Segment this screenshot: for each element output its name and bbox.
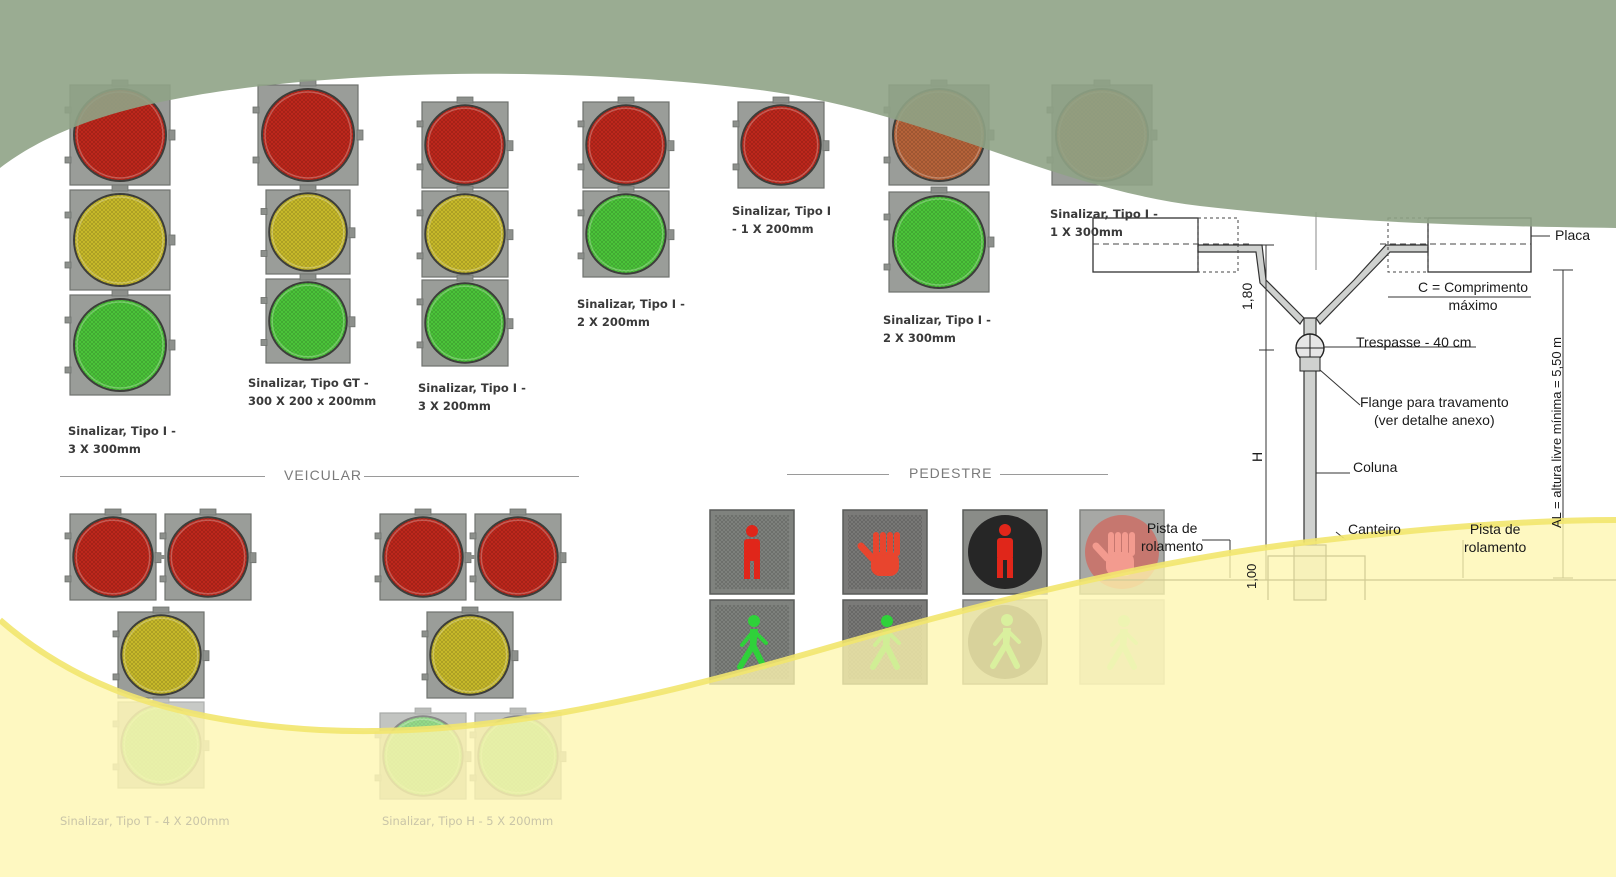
label-tipo-i-2x200: Sinalizar, Tipo I - 2 X 200mm <box>577 297 685 329</box>
dim-label-h: H <box>1249 451 1265 462</box>
top-green-band <box>0 0 1616 228</box>
flange-leader <box>1319 369 1361 406</box>
flange-sleeve <box>1299 356 1321 372</box>
dim-label-100: 1,00 <box>1244 563 1259 589</box>
lamp-3x200-green <box>416 274 514 367</box>
lamp-h-red-right <box>469 508 567 601</box>
lamp-3x300-yellow <box>64 184 176 291</box>
connector-t <box>156 555 165 559</box>
label-tipo-i-3x200: Sinalizar, Tipo I - 3 X 200mm <box>418 381 526 413</box>
lamp-2x300-green <box>883 186 995 293</box>
pedestrian-divider-right <box>1000 474 1108 475</box>
lamp-3x200-yellow <box>416 185 514 278</box>
section-pedestrian: PEDESTRE <box>909 465 993 481</box>
pole-arm-right <box>1315 244 1429 325</box>
label-tipo-i-1x200: Sinalizar, Tipo I - 1 X 200mm <box>732 204 832 236</box>
vehicular-divider-left <box>60 476 265 477</box>
lamp-2x200-red <box>577 96 675 189</box>
section-vehicular: VEICULAR <box>284 467 363 483</box>
bottom-yellow-band <box>0 520 1616 877</box>
label-tipo-i-1x300: Sinalizar, Tipo I - 1 X 300mm <box>1050 207 1158 239</box>
label-pista-left: Pista de rolamento <box>1141 520 1204 554</box>
label-comprimento: C = Comprimento máximo <box>1418 279 1529 313</box>
lamp-h-red-left <box>374 508 472 601</box>
lamp-gt-red <box>252 79 364 186</box>
lamp-3x300-green <box>64 289 176 396</box>
ped-standard-red <box>709 509 795 595</box>
label-placa: Placa <box>1555 227 1591 243</box>
lamp-t-yellow <box>112 606 210 699</box>
label-flange: Flange para travamento (ver detalhe anex… <box>1360 394 1509 428</box>
label-trespasse: Trespasse - 40 cm <box>1356 334 1472 350</box>
yellow-band-edge <box>0 517 1616 735</box>
board-left-dashed <box>1197 217 1239 273</box>
board-left <box>1092 217 1199 273</box>
lamp-gt-yellow <box>260 184 356 275</box>
vehicular-divider-right <box>364 476 579 477</box>
connector-h <box>466 555 475 559</box>
label-tipo-i-3x300: Sinalizar, Tipo I - 3 X 300mm <box>68 424 176 456</box>
ped-round-red <box>962 509 1048 595</box>
label-coluna: Coluna <box>1353 459 1398 475</box>
lamp-t-red-right <box>159 508 257 601</box>
dim-label-180: 1,80 <box>1239 282 1255 310</box>
lamp-gt-green <box>260 273 356 364</box>
label-tipo-h: Sinalizar, Tipo H - 5 X 200mm <box>382 814 554 828</box>
label-pista-right: Pista de rolamento <box>1464 521 1527 555</box>
label-tipo-gt: Sinalizar, Tipo GT - 300 X 200 x 200mm <box>248 376 377 408</box>
pedestrian-divider-left <box>787 474 889 475</box>
label-tipo-i-2x300: Sinalizar, Tipo I - 2 X 300mm <box>883 313 991 345</box>
lamp-h-yellow <box>421 606 519 699</box>
lamp-2x200-green <box>577 185 675 278</box>
label-canteiro: Canteiro <box>1348 521 1401 537</box>
ped-hand-red <box>842 509 928 595</box>
lamp-1x200-red <box>732 96 830 189</box>
lamp-3x200-red <box>416 96 514 189</box>
lamp-t-red-left <box>64 508 162 601</box>
label-tipo-t: Sinalizar, Tipo T - 4 X 200mm <box>60 814 230 828</box>
dim-label-altura-livre: AL = altura livre mínima = 5,50 m <box>1549 337 1564 528</box>
